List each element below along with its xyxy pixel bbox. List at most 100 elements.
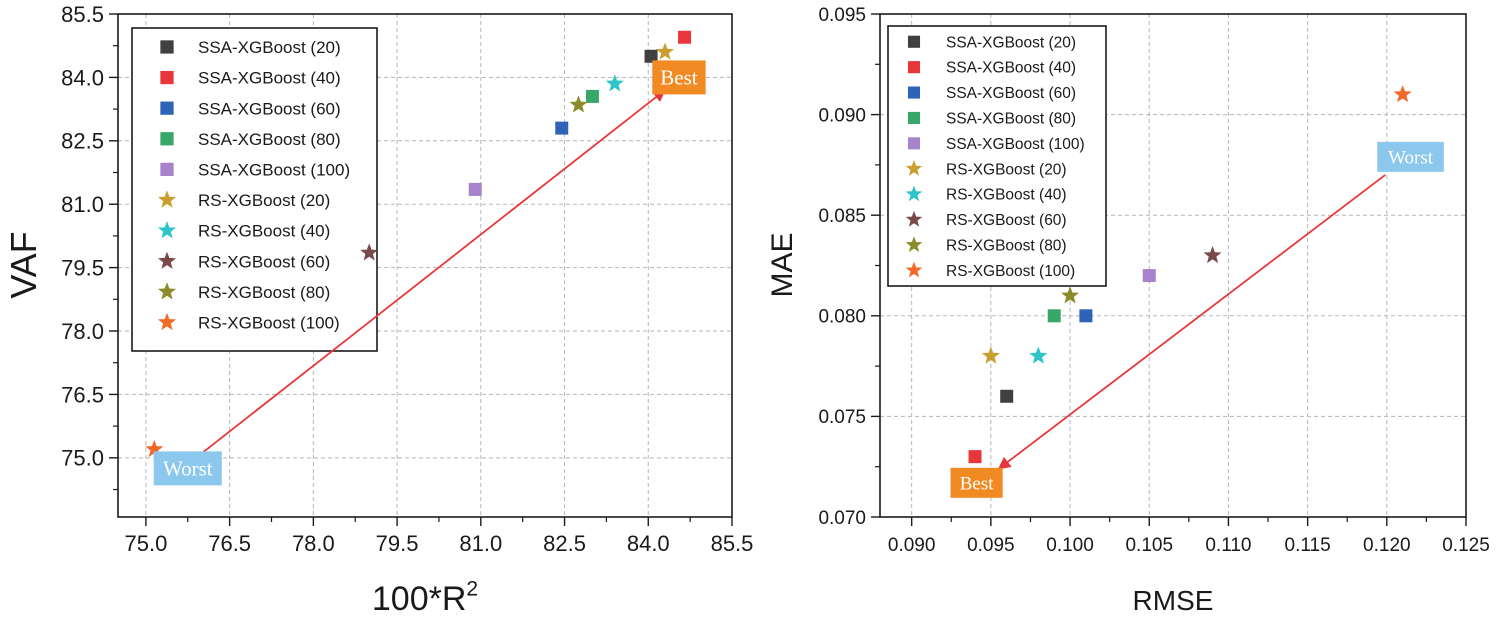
point-rs-xgboost-60: [1203, 245, 1222, 264]
point-rs-xgboost-20: [981, 346, 1000, 364]
legend-label-ssa-xgboost-20: SSA-XGBoost (20): [946, 34, 1076, 51]
legend-label-rs-xgboost-80: RS-XGBoost (80): [946, 238, 1067, 255]
point-ssa-xgboost-60: [1079, 309, 1093, 323]
y-tick-label: 75.0: [61, 446, 104, 471]
legend-marker-rs-xgboost-100: [157, 312, 177, 331]
x-tick-label: 79.5: [376, 531, 419, 556]
callout-label-worst: Worst: [1388, 147, 1434, 168]
trend-arrow: [190, 89, 667, 463]
legend-marker-rs-xgboost-100: [905, 261, 923, 278]
callout-box-worst: [153, 451, 222, 486]
point-rs-xgboost-80: [569, 95, 588, 113]
point-rs-xgboost-40: [1029, 346, 1048, 364]
legend-label-ssa-xgboost-100: SSA-XGBoost (100): [198, 160, 350, 179]
y-tick-label: 0.075: [818, 407, 866, 428]
legend-marker-rs-xgboost-40: [905, 185, 923, 202]
trend-arrow: [997, 174, 1386, 470]
x-tick-label: 0.120: [1363, 535, 1411, 556]
point-ssa-xgboost-100: [1142, 269, 1156, 283]
x-tick-label: 0.105: [1125, 535, 1173, 556]
x-axis-title: 100*R2: [372, 578, 478, 618]
legend-label-rs-xgboost-100: RS-XGBoost (100): [198, 313, 340, 332]
x-tick-label: 78.0: [292, 531, 335, 556]
legend-marker-ssa-xgboost-20: [907, 35, 921, 48]
legend-label-ssa-xgboost-80: SSA-XGBoost (80): [946, 111, 1076, 128]
legend-label-rs-xgboost-40: RS-XGBoost (40): [946, 187, 1067, 204]
chart-vaf-vs-r2: 75.0 76.5 78.0 79.5 81.0 82.5 84.0 85.5 75.0 76.5…: [3, 2, 753, 618]
x-tick-label: 75.0: [124, 531, 167, 556]
x-tick-label: 85.5: [711, 531, 754, 556]
legend-label-ssa-xgboost-40: SSA-XGBoost (40): [946, 60, 1076, 77]
y-tick-label: 82.5: [61, 129, 104, 154]
x-axis-title-superscript: 2: [466, 578, 478, 601]
callout-label-best: Best: [960, 473, 995, 494]
y-tick-label: 81.0: [61, 192, 104, 217]
legend-label-rs-xgboost-60: RS-XGBoost (60): [946, 212, 1067, 229]
legend-label-ssa-xgboost-100: SSA-XGBoost (100): [946, 136, 1085, 153]
y-axis-title: VAF: [3, 231, 44, 298]
callout-label-worst: Worst: [163, 457, 213, 481]
legend-label-rs-xgboost-80: RS-XGBoost (80): [198, 283, 330, 302]
x-tick-label: 0.095: [967, 535, 1015, 556]
y-tick-label: 0.080: [818, 307, 866, 328]
legend-marker-ssa-xgboost-100: [160, 162, 174, 177]
callout-box-best: [652, 60, 706, 95]
y-tick-label: 0.085: [818, 206, 866, 227]
legend-marker-ssa-xgboost-40: [907, 61, 921, 74]
legend-marker-ssa-xgboost-40: [160, 70, 174, 85]
legend-label-rs-xgboost-20: RS-XGBoost (20): [198, 191, 330, 210]
point-ssa-xgboost-100: [468, 182, 482, 196]
y-tick-label: 76.5: [61, 382, 104, 407]
legend-label-ssa-xgboost-60: SSA-XGBoost (60): [946, 85, 1076, 102]
point-ssa-xgboost-20: [644, 49, 658, 63]
legend-label-ssa-xgboost-80: SSA-XGBoost (80): [198, 130, 341, 149]
callout-box-worst: [1377, 141, 1444, 172]
legend-marker-rs-xgboost-60: [157, 251, 177, 269]
legend-marker-ssa-xgboost-60: [160, 101, 174, 115]
x-tick-label: 0.110: [1205, 535, 1251, 556]
x-tick-label: 81.0: [459, 531, 502, 556]
point-rs-xgboost-80: [1061, 286, 1080, 304]
legend-label-rs-xgboost-100: RS-XGBoost (100): [946, 263, 1075, 280]
plot-frame: [117, 13, 733, 518]
point-ssa-xgboost-80: [585, 89, 599, 103]
y-tick-label: 78.0: [61, 319, 104, 344]
legend-marker-ssa-xgboost-80: [160, 132, 174, 146]
x-tick-label: 76.5: [208, 531, 251, 556]
x-tick-label: 82.5: [543, 531, 586, 556]
y-tick-label: 79.5: [61, 256, 104, 281]
point-rs-xgboost-60: [360, 243, 379, 261]
legend-marker-ssa-xgboost-80: [907, 111, 921, 124]
legend-marker-ssa-xgboost-100: [907, 137, 921, 150]
point-ssa-xgboost-40: [968, 450, 982, 464]
legend-label-rs-xgboost-20: RS-XGBoost (20): [946, 161, 1067, 178]
legend-marker-rs-xgboost-80: [905, 236, 923, 252]
point-rs-xgboost-40: [605, 74, 624, 92]
legend-label-ssa-xgboost-60: SSA-XGBoost (60): [198, 99, 341, 118]
x-tick-label: 0.090: [888, 535, 936, 556]
legend-marker-ssa-xgboost-60: [907, 86, 921, 99]
y-tick-label: 0.070: [818, 508, 866, 529]
y-tick-label: 85.5: [61, 2, 104, 27]
legend-marker-rs-xgboost-80: [157, 282, 177, 300]
point-rs-xgboost-100: [145, 439, 164, 458]
legend-marker-rs-xgboost-60: [905, 210, 923, 227]
x-axis-title: RMSE: [1133, 585, 1214, 616]
y-tick-label: 84.0: [61, 65, 104, 90]
point-ssa-xgboost-40: [678, 30, 692, 44]
legend-box: [887, 25, 1107, 287]
point-rs-xgboost-100: [1393, 84, 1412, 103]
point-ssa-xgboost-20: [1000, 389, 1014, 403]
x-tick-label: 0.100: [1046, 535, 1094, 556]
y-tick-label: 0.090: [818, 105, 866, 126]
x-tick-label: 84.0: [627, 531, 670, 556]
y-axis-title: MAE: [766, 232, 799, 297]
point-rs-xgboost-20: [655, 42, 675, 60]
x-tick-label: 0.115: [1285, 535, 1331, 556]
callout-label-best: Best: [660, 66, 698, 90]
legend-marker-ssa-xgboost-20: [160, 40, 174, 54]
legend-label-rs-xgboost-40: RS-XGBoost (40): [198, 222, 330, 241]
x-tick-label: 0.125: [1442, 535, 1490, 556]
chart-mae-vs-rmse: 0.090 0.095 0.100 0.105 0.110 0.115 0.120 0.125…: [766, 5, 1490, 616]
